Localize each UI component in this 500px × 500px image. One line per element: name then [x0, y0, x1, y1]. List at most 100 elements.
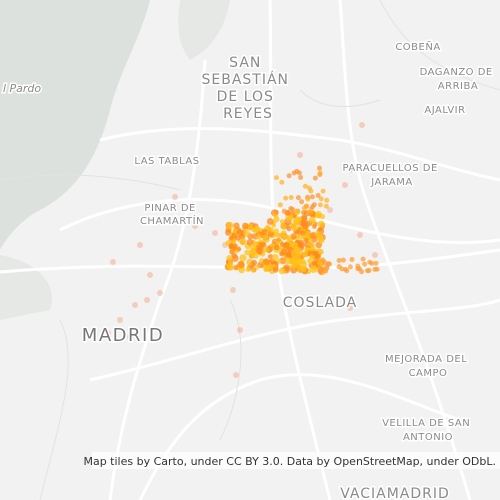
point — [340, 257, 346, 263]
label-line: AJALVIR — [424, 105, 465, 116]
point — [304, 246, 310, 253]
point — [239, 254, 247, 262]
point — [273, 209, 279, 215]
point — [314, 210, 322, 218]
points — [105, 122, 380, 378]
point — [157, 290, 163, 296]
point — [372, 266, 378, 272]
point — [110, 259, 116, 265]
point — [256, 234, 262, 240]
point — [273, 216, 280, 223]
point — [251, 268, 256, 273]
point — [291, 263, 297, 269]
point — [261, 228, 268, 235]
point — [232, 246, 237, 252]
place-label: COSLADA — [283, 295, 358, 311]
road — [338, 0, 472, 500]
point — [233, 372, 239, 378]
label-line: COSLADA — [283, 295, 358, 311]
point — [225, 229, 232, 236]
point — [249, 243, 257, 251]
road — [99, 126, 500, 182]
point — [238, 266, 246, 274]
point — [326, 261, 332, 267]
point — [359, 122, 365, 128]
point — [262, 258, 270, 266]
point — [357, 232, 363, 238]
point — [212, 230, 218, 236]
point — [228, 243, 234, 249]
label-line: VELILLA DE SAN — [382, 418, 470, 429]
point — [314, 230, 321, 237]
point — [315, 192, 321, 198]
point — [309, 232, 317, 239]
point — [236, 229, 244, 237]
point — [349, 256, 355, 262]
point — [229, 249, 235, 255]
point — [256, 247, 263, 255]
point — [317, 220, 325, 228]
point — [342, 182, 348, 188]
point — [276, 258, 282, 264]
point — [226, 255, 233, 262]
point — [286, 226, 292, 232]
point — [312, 224, 317, 229]
point — [294, 230, 300, 235]
point — [309, 194, 315, 200]
label-line: DE LOS — [217, 89, 274, 105]
point — [280, 248, 288, 256]
point — [144, 297, 150, 303]
point — [272, 266, 279, 273]
point — [285, 210, 291, 216]
point — [301, 222, 309, 230]
point — [317, 170, 323, 176]
point — [298, 174, 304, 180]
point — [300, 265, 307, 273]
park-area — [0, 0, 150, 250]
point — [279, 219, 285, 225]
place-label: VACIAMADRID — [340, 486, 450, 500]
point — [347, 305, 353, 311]
label-line: JARAMA — [370, 177, 412, 188]
point — [283, 195, 289, 201]
point — [291, 222, 299, 230]
point — [288, 206, 294, 212]
point — [265, 224, 271, 230]
park-area — [178, 0, 230, 60]
point — [132, 302, 138, 308]
point — [147, 272, 153, 278]
point — [369, 261, 375, 267]
point — [257, 241, 264, 248]
point — [273, 244, 280, 251]
label-line: LAS TABLAS — [134, 156, 199, 167]
point — [322, 260, 328, 266]
label-line: PARACUELLOS DE — [343, 163, 438, 174]
point — [275, 240, 280, 246]
place-label: PARACUELLOS DE JARAMA — [343, 163, 442, 188]
label-line: SAN — [229, 55, 261, 71]
point — [323, 203, 329, 209]
label-line: MADRID — [82, 325, 164, 346]
point — [316, 235, 323, 242]
point — [279, 179, 285, 185]
point — [372, 252, 378, 258]
attribution: Map tiles by Carto, under CC BY 3.0. Dat… — [83, 455, 496, 468]
label-line: REYES — [223, 106, 273, 122]
place-label: MADRID — [82, 325, 164, 346]
point — [292, 255, 299, 263]
point — [298, 239, 305, 246]
point — [285, 235, 290, 241]
road — [108, 59, 207, 500]
point — [271, 253, 279, 261]
road — [379, 0, 500, 91]
point — [362, 261, 368, 267]
point — [233, 265, 239, 271]
point — [280, 223, 287, 230]
place-label: MEJORADA DEL CAMPO — [385, 354, 471, 379]
point — [286, 173, 292, 179]
point — [327, 207, 333, 213]
point — [304, 238, 309, 243]
label-line: l Pardo — [3, 82, 41, 95]
point — [308, 188, 314, 194]
point — [302, 183, 308, 189]
